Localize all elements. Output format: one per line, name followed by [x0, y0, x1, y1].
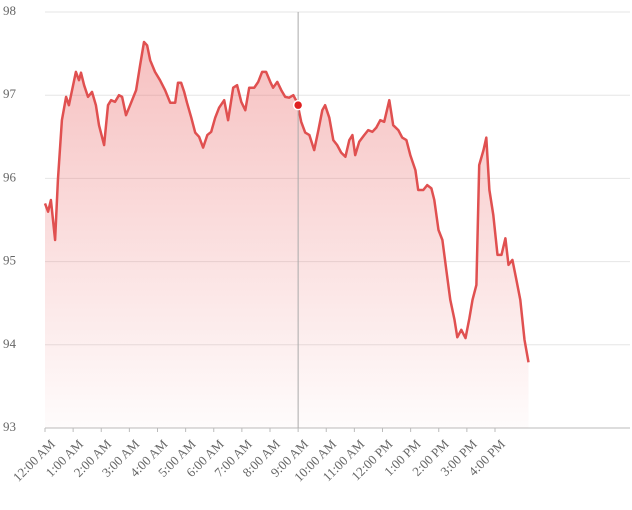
y-tick-label: 95	[3, 253, 16, 268]
y-tick-label: 96	[3, 169, 17, 184]
line	[43, 40, 530, 363]
y-tick-label: 97	[3, 86, 17, 101]
y-tick-label: 98	[3, 3, 16, 18]
y-tick-label: 94	[3, 336, 17, 351]
hover-point	[292, 99, 304, 111]
y-tick-label: 93	[3, 419, 16, 434]
area-fill	[45, 42, 529, 428]
